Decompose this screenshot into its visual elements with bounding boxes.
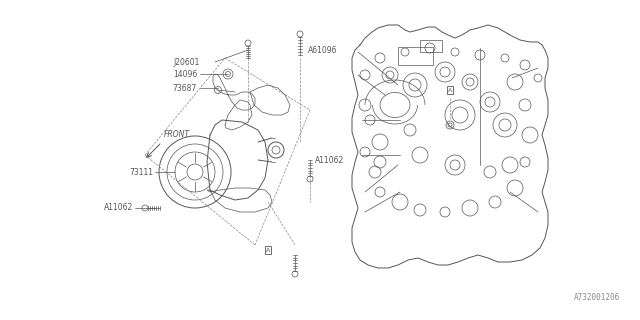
Text: 73687: 73687 xyxy=(173,84,197,92)
Text: A61096: A61096 xyxy=(308,45,337,54)
Text: A732001206: A732001206 xyxy=(573,293,620,302)
Text: A: A xyxy=(266,247,270,252)
Text: A11062: A11062 xyxy=(315,156,344,164)
Bar xyxy=(398,47,433,65)
Text: 14096: 14096 xyxy=(173,69,197,78)
Bar xyxy=(420,40,442,52)
Text: A11062: A11062 xyxy=(104,204,133,212)
Text: A: A xyxy=(448,87,452,92)
Text: J20601: J20601 xyxy=(173,58,200,67)
Circle shape xyxy=(214,86,221,93)
Text: 73111: 73111 xyxy=(129,167,153,177)
Text: FRONT: FRONT xyxy=(164,130,190,139)
